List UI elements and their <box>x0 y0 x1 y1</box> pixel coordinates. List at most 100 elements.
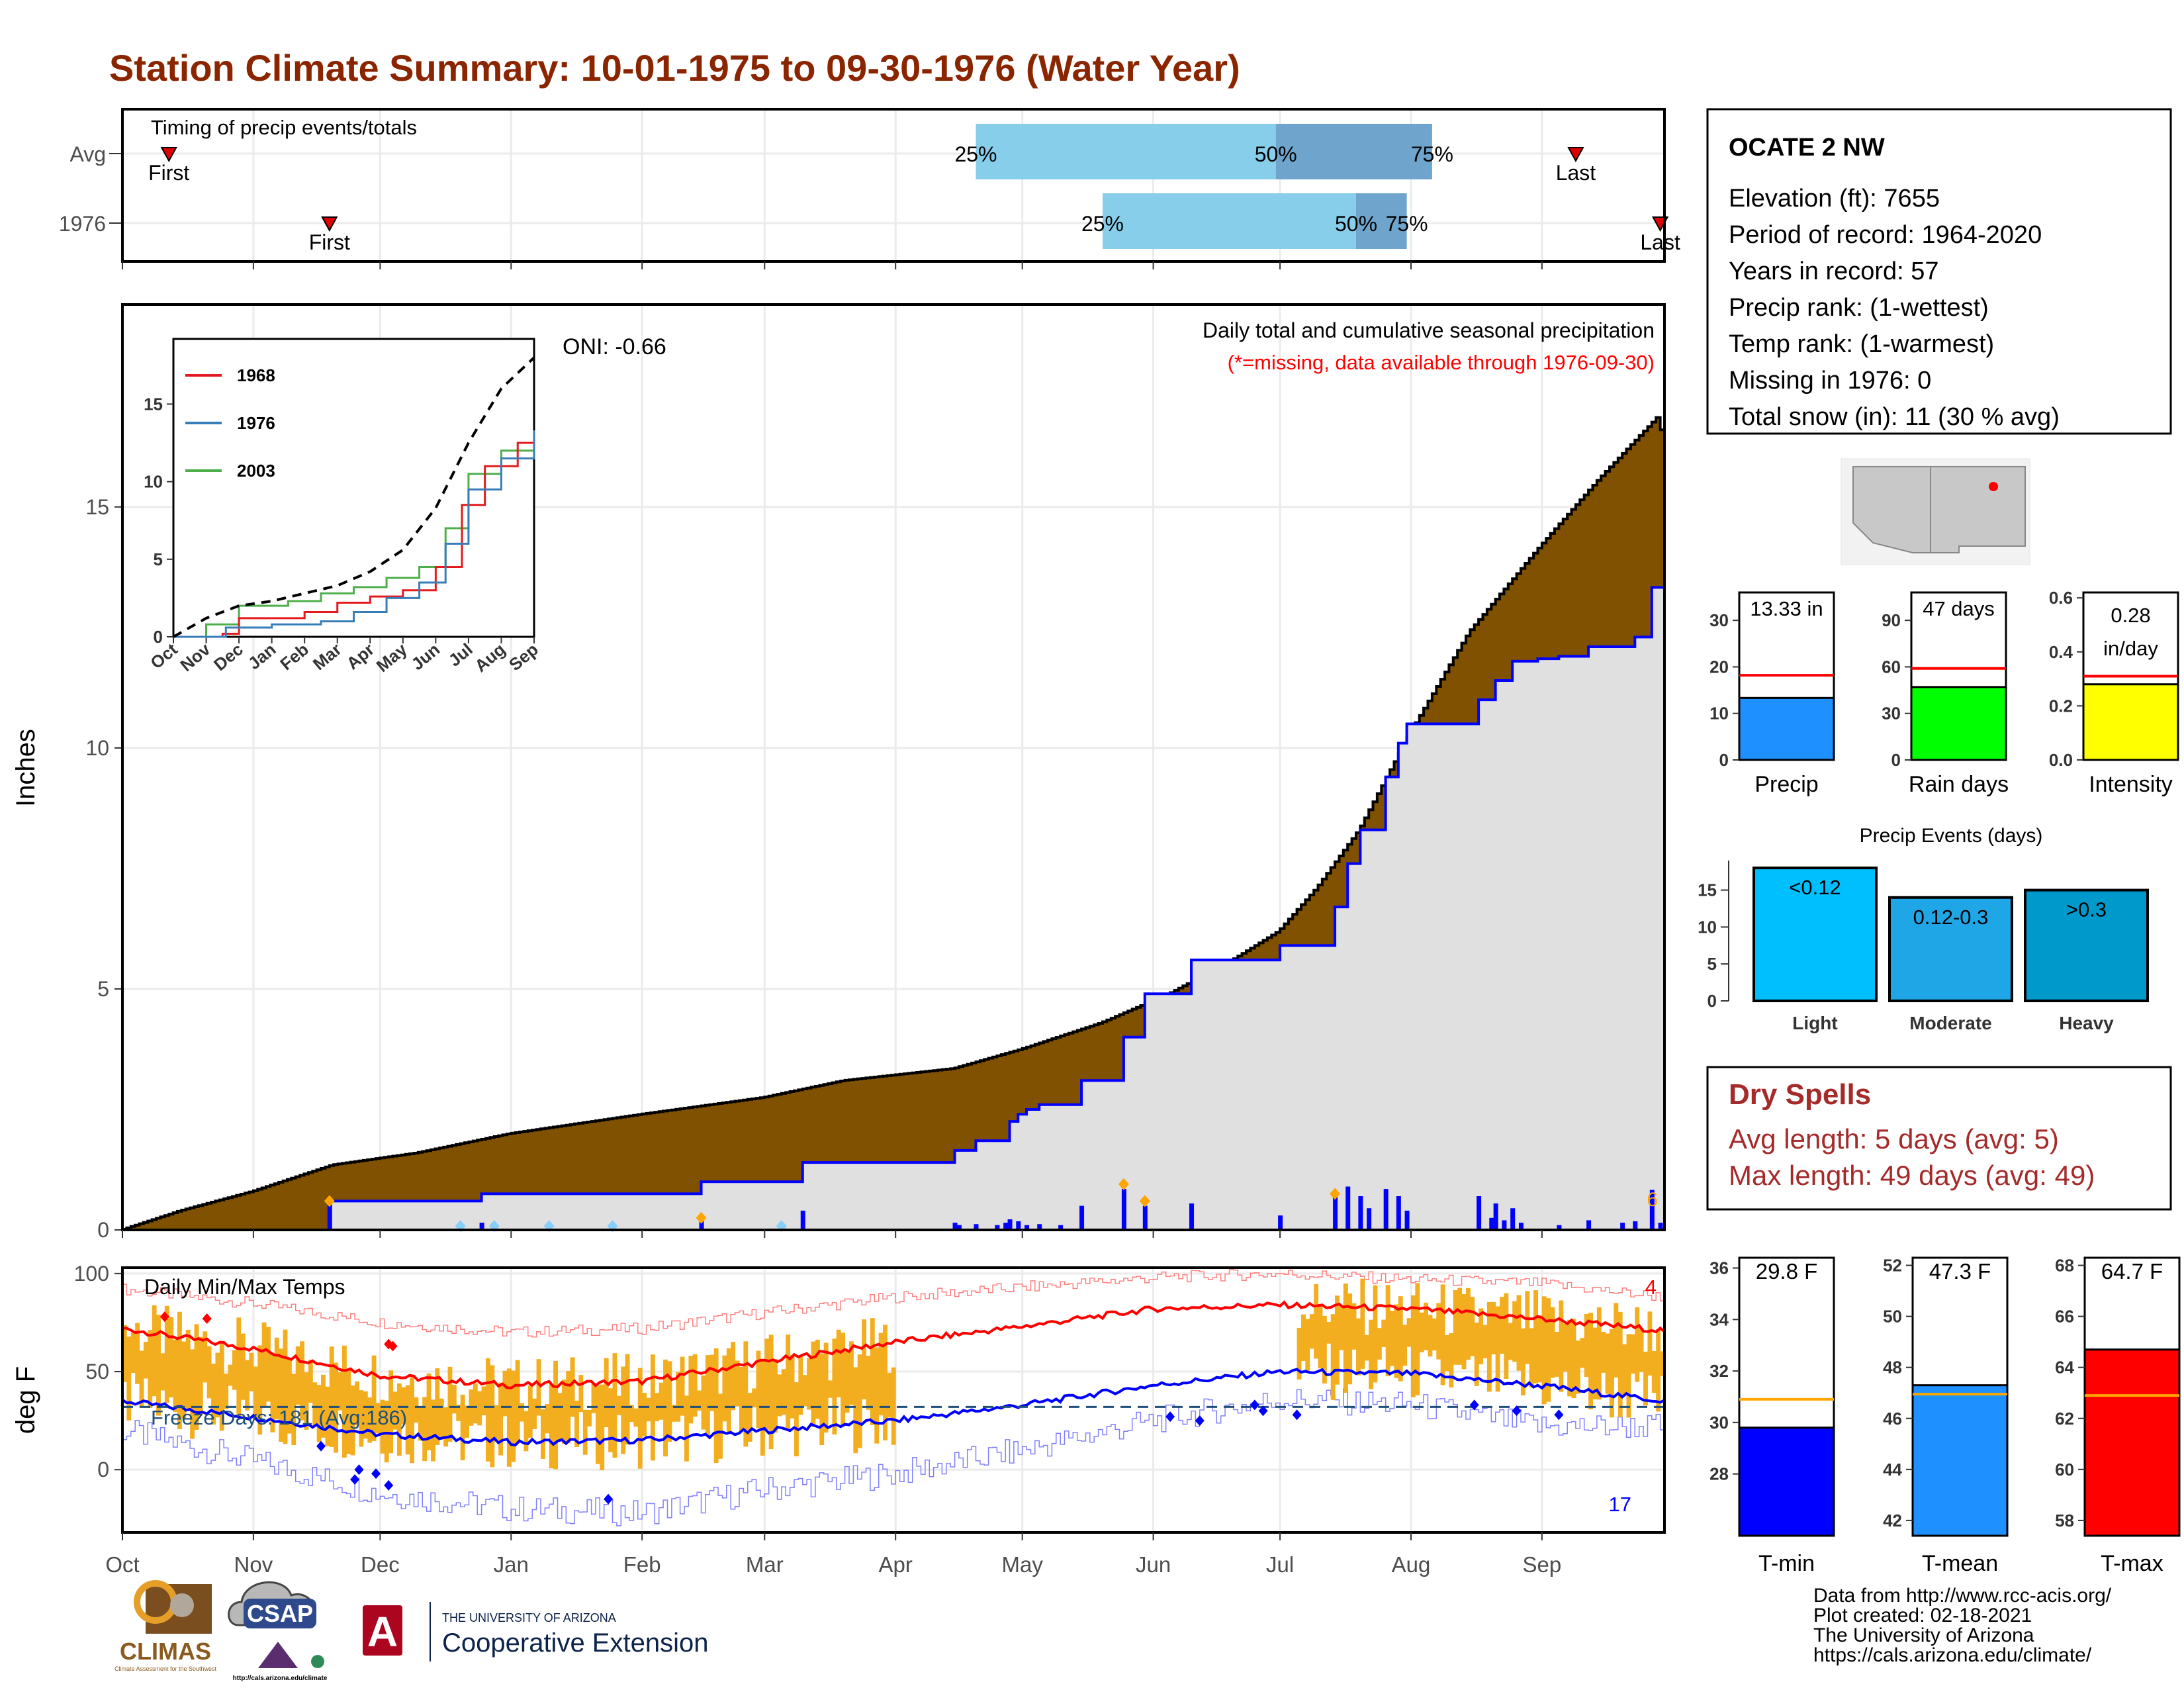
daily-temp-range-bar <box>1546 1298 1551 1402</box>
daily-temp-range-bar <box>1343 1283 1348 1393</box>
month-label: Jan <box>494 1552 529 1577</box>
daily-temp-range-bar <box>1647 1311 1653 1376</box>
daily-temp-range-bar <box>1512 1301 1518 1362</box>
summary-bar-value-label: 13.33 in <box>1750 597 1823 620</box>
daily-temp-range-bar <box>494 1405 499 1442</box>
daily-temp-range-bar <box>566 1371 571 1444</box>
daily-temp-range-bar <box>274 1337 279 1420</box>
station-info-line: Precip rank: (1-wettest) <box>1729 294 1989 322</box>
inset-average-line <box>173 356 535 638</box>
daily-precip-bar <box>974 1224 979 1230</box>
daily-temp-range-bar <box>718 1393 723 1459</box>
daily-precip-bar <box>1189 1203 1195 1230</box>
daily-temp-range-bar <box>447 1366 453 1442</box>
temp-bar-tick-label: 28 <box>1709 1464 1729 1484</box>
daily-temp-range-bar <box>1339 1305 1344 1350</box>
month-label: Mar <box>746 1552 784 1577</box>
inset-legend-label: 1968 <box>237 365 275 385</box>
daily-precip-bar <box>1633 1221 1638 1230</box>
record-low-marker <box>1165 1411 1175 1423</box>
dry-spells-box <box>1706 1066 2172 1211</box>
daily-temp-range-bar <box>883 1325 887 1440</box>
first-event-label: First <box>309 230 350 254</box>
precip-event-category: Light <box>1792 1013 1837 1033</box>
daily-temp-range-bar <box>1588 1313 1593 1410</box>
daily-temp-range-bar <box>1563 1323 1568 1372</box>
daily-temp-range-bar <box>502 1370 508 1417</box>
daily-temp-range-bar <box>811 1341 816 1427</box>
summary-bar-tick-label: 20 <box>1709 657 1729 677</box>
daily-temp-range-bar <box>844 1350 850 1413</box>
month-label: Dec <box>361 1552 400 1577</box>
daily-temp-range-bar <box>561 1380 567 1444</box>
summary-bar-value-label: 47 days <box>1923 597 1995 620</box>
daily-temp-range-bar <box>676 1372 681 1422</box>
summary-bar-value-label: 0.28 <box>2111 604 2150 627</box>
daily-temp-range-bar <box>219 1343 224 1431</box>
daily-temp-range-bar <box>460 1394 465 1460</box>
month-label: Aug <box>1392 1552 1431 1577</box>
daily-temp-range-bar <box>350 1385 355 1456</box>
daily-temp-range-bar <box>1474 1323 1479 1386</box>
precip-events-tick-label: 5 <box>1707 954 1717 974</box>
daily-temp-range-bar <box>1402 1325 1408 1366</box>
daily-temp-range-bar <box>735 1360 740 1407</box>
daily-temp-range-bar <box>515 1360 520 1442</box>
daily-temp-range-bar <box>1495 1306 1500 1392</box>
footer-credit-line: https://cals.arizona.edu/climate/ <box>1813 1644 2092 1666</box>
daily-precip-bar <box>1404 1210 1410 1230</box>
daily-temp-range-bar <box>790 1355 795 1419</box>
precip-event-bar-label: >0.3 <box>2066 898 2107 921</box>
daily-temp-range-bar <box>836 1329 841 1397</box>
daily-temp-range-bar <box>637 1368 643 1469</box>
daily-temp-range-bar <box>773 1359 778 1433</box>
daily-temp-range-bar <box>203 1331 208 1383</box>
precip-event-category: Moderate <box>1909 1013 1991 1033</box>
daily-temp-range-bar <box>431 1399 435 1462</box>
csap-logo-url: http://cals.arizona.edu/climate <box>233 1675 328 1682</box>
snow-event-marker <box>696 1211 707 1224</box>
daily-temp-range-bar <box>414 1397 419 1423</box>
precip-y-tick-label: 5 <box>97 977 109 1001</box>
daily-temp-range-bar <box>582 1409 588 1455</box>
daily-precip-bar <box>1383 1189 1388 1230</box>
freeze-days-label: Freeze Days: 181 (Avg:186) <box>151 1406 407 1429</box>
daily-temp-range-bar <box>625 1354 630 1445</box>
daily-temp-range-bar <box>1537 1315 1543 1383</box>
daily-temp-range-bar <box>713 1348 719 1464</box>
daily-temp-range-bar <box>287 1358 292 1434</box>
csap-logo-cactus <box>311 1655 324 1668</box>
temp-bar-value <box>1911 1384 2009 1537</box>
daily-temp-range-bar <box>612 1353 617 1458</box>
daily-temp-range-bar <box>418 1406 423 1441</box>
precip-event-bar-label: <0.12 <box>1789 876 1841 899</box>
daily-temp-range-bar <box>139 1350 144 1407</box>
csap-logo-badge <box>244 1599 316 1628</box>
temp-y-tick-label: 0 <box>97 1458 109 1481</box>
daily-temp-range-bar <box>266 1327 271 1402</box>
daily-temp-range-bar <box>384 1400 389 1463</box>
daily-temp-range-bar <box>355 1381 359 1426</box>
footer-credit-line: The University of Arizona <box>1813 1624 2034 1646</box>
station-info-line: Total snow (in): 11 (30 % avg) <box>1729 403 2060 431</box>
daily-temp-range-bar <box>671 1405 676 1422</box>
timing-label-75: 75% <box>1411 142 1453 166</box>
station-info-line: Missing in 1976: 0 <box>1729 367 1931 395</box>
daily-temp-range-bar <box>1516 1295 1522 1371</box>
inset-legend-label: 2003 <box>237 461 275 481</box>
daily-temp-range-bar <box>1617 1311 1623 1417</box>
daily-temp-range-bar <box>1550 1307 1555 1378</box>
daily-temp-range-bar <box>135 1323 140 1384</box>
daily-temp-range-bar <box>701 1375 706 1430</box>
summary-bar-tick-label: 0.4 <box>2049 642 2073 662</box>
daily-temp-range-bar <box>768 1335 774 1450</box>
daily-temp-range-bar <box>451 1385 457 1414</box>
precip-record-count: 6 <box>1647 1189 1658 1211</box>
daily-temp-range-bar <box>152 1305 157 1397</box>
daily-precip-bar <box>327 1201 332 1230</box>
daily-temp-range-bar <box>1596 1307 1602 1400</box>
daily-temp-range-bar <box>410 1377 414 1464</box>
daily-temp-range-bar <box>726 1348 731 1432</box>
daily-temp-range-bar <box>122 1325 127 1382</box>
daily-temp-range-bar <box>253 1366 258 1421</box>
